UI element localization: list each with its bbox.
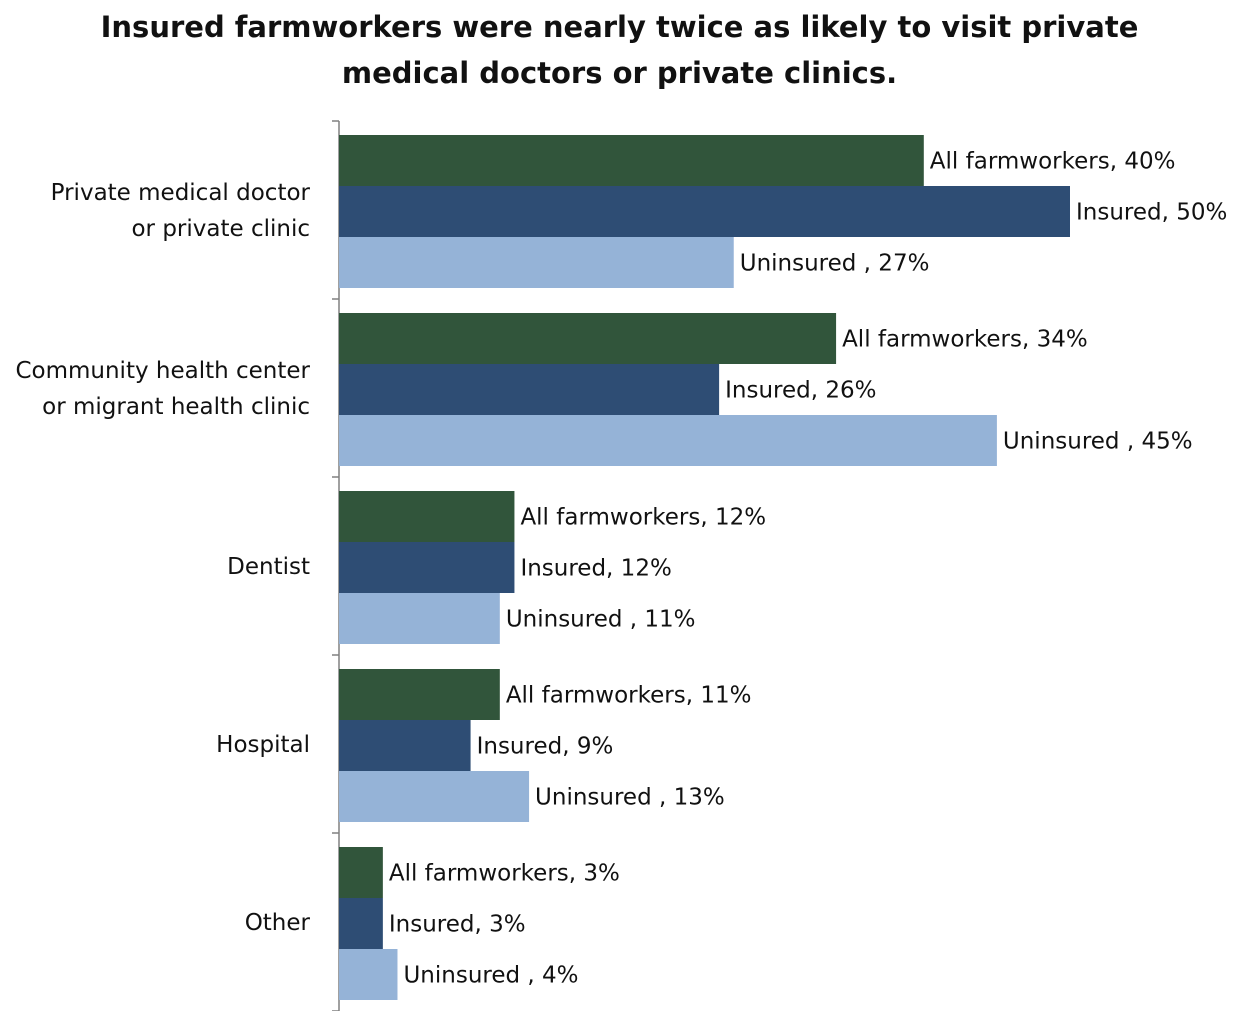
bar-all-farmworkers [339, 847, 383, 898]
data-label: Insured, 12% [520, 556, 671, 582]
category-label-line: or private clinic [131, 216, 310, 242]
data-label: Insured, 9% [477, 734, 614, 760]
chart-title-line-2: medical doctors or private clinics. [341, 56, 898, 90]
category-label: Hospital [216, 732, 310, 758]
bar-uninsured [339, 949, 398, 1000]
category-tick-labels: Private medical doctor or private clinic C… [15, 180, 310, 936]
bar-insured [339, 186, 1070, 237]
category-label: Private medical doctor or private clinic [51, 180, 311, 242]
category-label-line: Hospital [216, 732, 310, 758]
bar-uninsured [339, 593, 500, 644]
bar-all-farmworkers [339, 313, 837, 364]
bars [339, 135, 1070, 1000]
data-label: All farmworkers, 34% [842, 327, 1088, 353]
data-label: Insured, 50% [1076, 200, 1227, 226]
bar-all-farmworkers [339, 491, 515, 542]
bar-insured [339, 898, 383, 949]
data-label: All farmworkers, 12% [520, 505, 766, 531]
data-label: All farmworkers, 11% [506, 683, 752, 709]
data-label: All farmworkers, 40% [930, 149, 1176, 175]
category-label-line: Other [245, 910, 311, 936]
data-label: Uninsured , 45% [1003, 429, 1193, 455]
data-label: Uninsured , 27% [740, 251, 930, 277]
bar-uninsured [339, 415, 997, 466]
bar-all-farmworkers [339, 135, 924, 186]
data-label: Uninsured , 4% [403, 963, 578, 989]
bar-insured [339, 720, 471, 771]
chart-title: Insured farmworkers were nearly twice as… [0, 4, 1239, 96]
data-label: Insured, 26% [725, 378, 876, 404]
category-label-line: or migrant health clinic [42, 394, 310, 420]
data-label: Uninsured , 11% [506, 607, 696, 633]
category-label-line: Community health center [15, 358, 310, 384]
category-label-line: Dentist [227, 554, 310, 580]
category-label: Dentist [227, 554, 310, 580]
chart-title-line-1: Insured farmworkers were nearly twice as… [100, 10, 1139, 44]
data-label: Uninsured , 13% [535, 785, 725, 811]
data-label: All farmworkers, 3% [389, 861, 620, 887]
data-labels: All farmworkers, 40% Insured, 50% Uninsure… [389, 149, 1228, 989]
bar-all-farmworkers [339, 669, 500, 720]
category-axis [332, 120, 340, 1011]
bar-insured [339, 364, 720, 415]
bar-uninsured [339, 237, 734, 288]
category-label-line: Private medical doctor [51, 180, 311, 206]
bar-uninsured [339, 771, 530, 822]
bar-insured [339, 542, 515, 593]
data-label: Insured, 3% [389, 912, 526, 938]
category-label: Community health center or migrant health… [15, 358, 310, 420]
category-label: Other [245, 910, 311, 936]
